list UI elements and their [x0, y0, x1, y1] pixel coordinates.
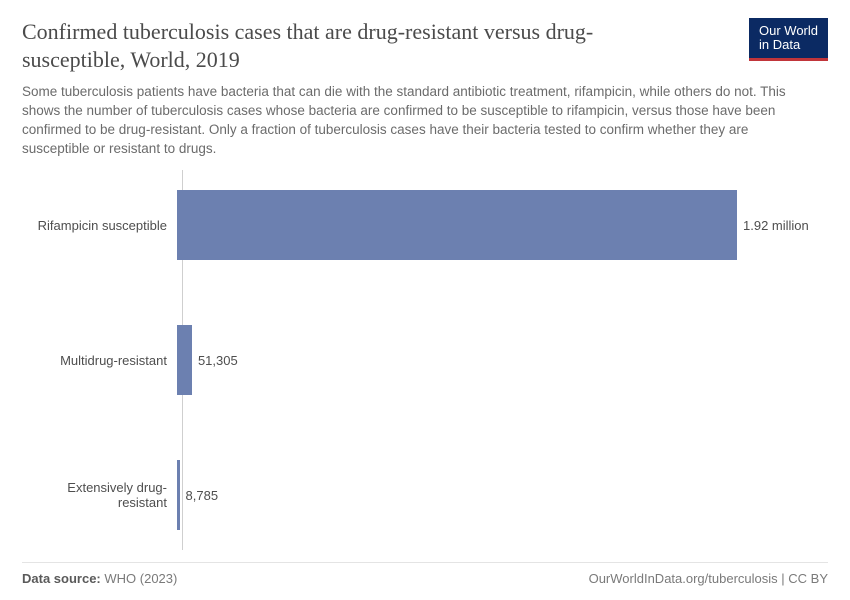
bar	[177, 325, 192, 395]
bar-row: Extensively drug-resistant 8,785	[22, 460, 828, 530]
bar	[177, 460, 180, 530]
bar-category-label: Extensively drug-resistant	[22, 480, 177, 510]
bar-value-label: 51,305	[198, 353, 238, 368]
chart-footer: Data source: WHO (2023) OurWorldInData.o…	[22, 562, 828, 586]
owid-logo: Our World in Data	[749, 18, 828, 61]
bar-track: 1.92 million	[177, 190, 828, 260]
bar	[177, 190, 737, 260]
chart-subtitle: Some tuberculosis patients have bacteria…	[22, 83, 812, 159]
attribution: OurWorldInData.org/tuberculosis | CC BY	[589, 571, 828, 586]
bar-row: Multidrug-resistant 51,305	[22, 325, 828, 395]
bar-track: 51,305	[177, 325, 828, 395]
chart-area: Rifampicin susceptible 1.92 million Multid…	[22, 170, 828, 550]
bar-row: Rifampicin susceptible 1.92 million	[22, 190, 828, 260]
bar-value-label: 1.92 million	[743, 218, 809, 233]
bar-track: 8,785	[177, 460, 828, 530]
bar-value-label: 8,785	[186, 488, 219, 503]
chart-title: Confirmed tuberculosis cases that are dr…	[22, 18, 662, 73]
bar-category-label: Rifampicin susceptible	[22, 218, 177, 233]
data-source: Data source: WHO (2023)	[22, 571, 177, 586]
bar-category-label: Multidrug-resistant	[22, 353, 177, 368]
